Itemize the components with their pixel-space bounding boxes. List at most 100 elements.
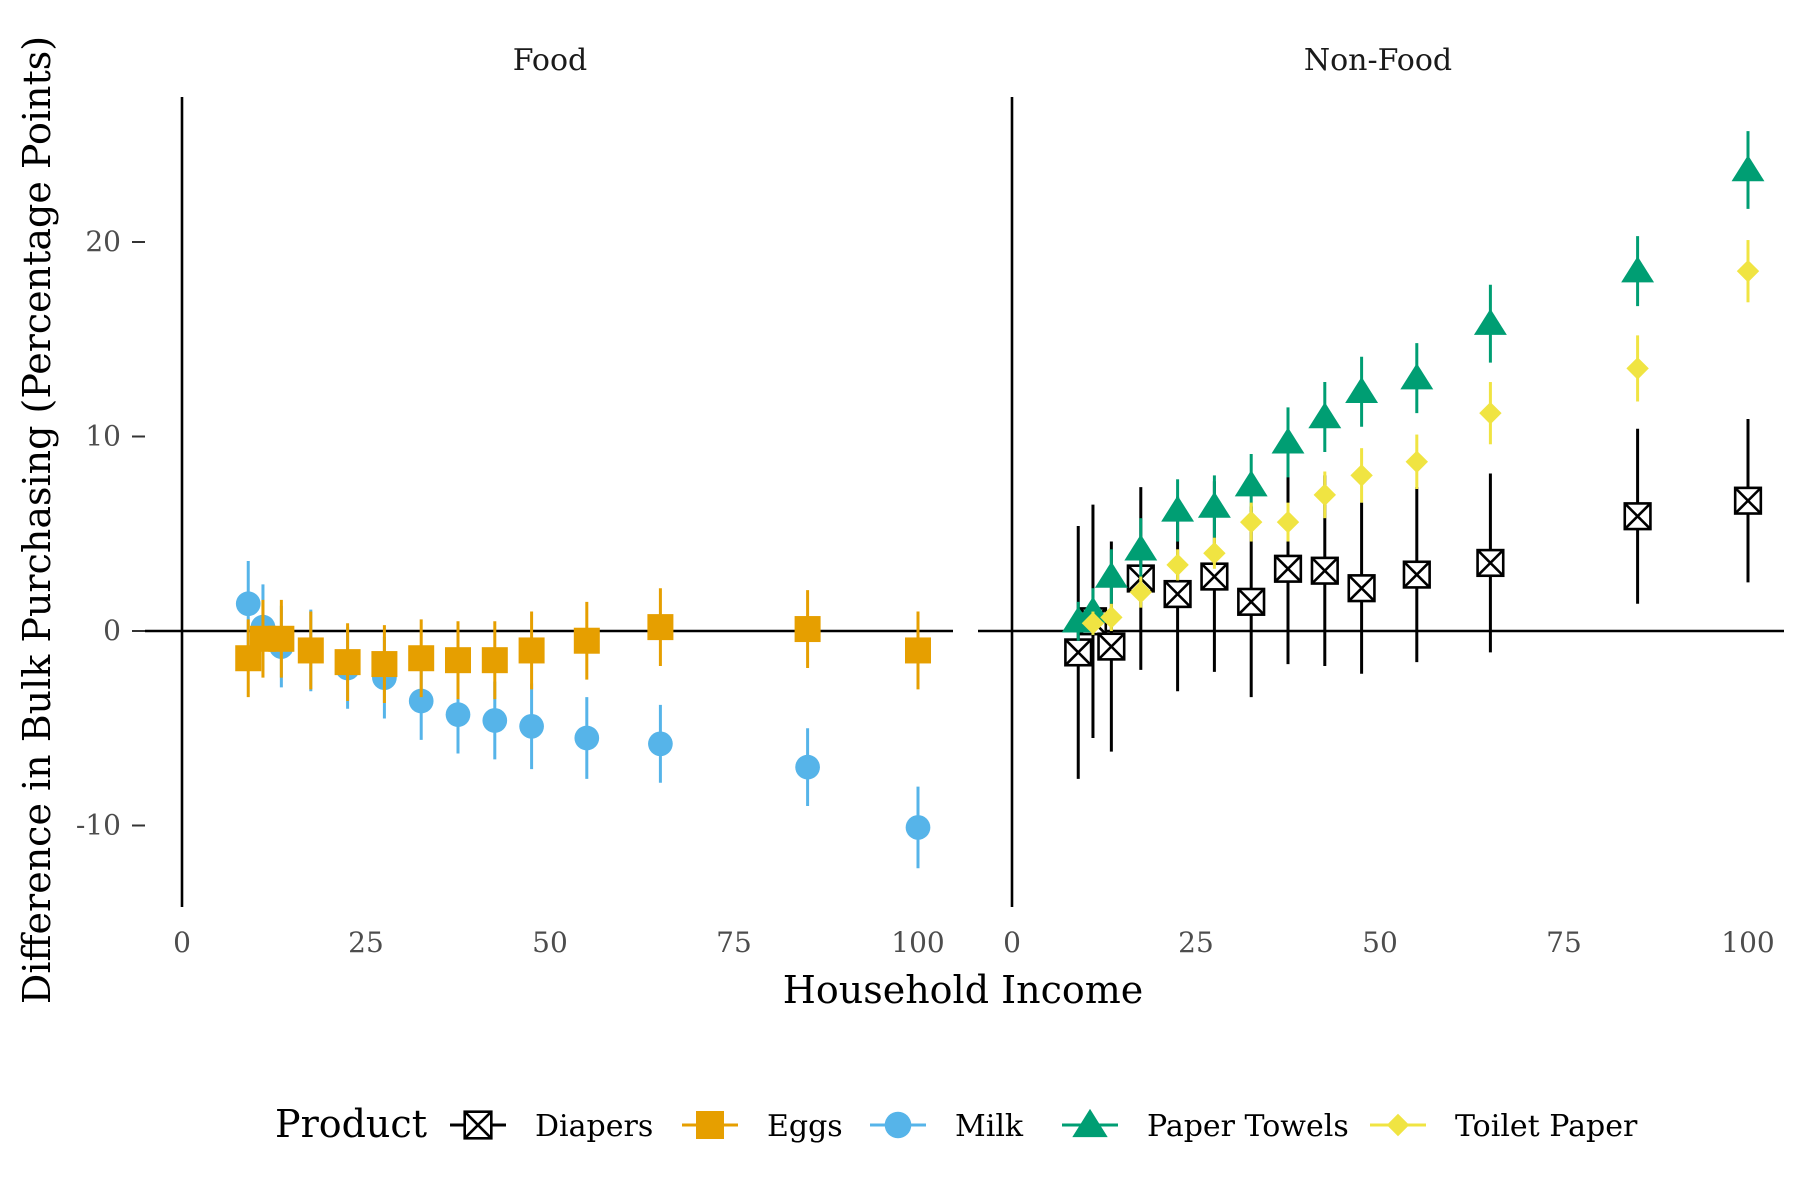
paper-towels-point: [1076, 596, 1110, 623]
milk-point: [482, 708, 508, 733]
x-axis-title: Household Income: [783, 968, 1144, 1012]
legend-item-milk: Milk: [870, 1109, 1024, 1144]
paper-towels-point: [1473, 308, 1507, 335]
panel-nonfood: Non-Food 0 25 50 75 100: [978, 43, 1784, 959]
y-tick-label: 20: [85, 225, 121, 258]
panel-food: Food 0 25 50 75 100: [145, 43, 953, 959]
eggs-point: [445, 647, 471, 674]
diapers-point: [1623, 502, 1652, 531]
diapers-point-cross-b: [1064, 638, 1092, 667]
eggs-point: [573, 627, 600, 654]
diapers-point: [1310, 556, 1339, 585]
legend-label-toilet-paper: Toilet Paper: [1455, 1109, 1638, 1144]
paper-towels-point: [1621, 256, 1655, 283]
legend: Product Diapers Eggs Milk Paper Towels Toile…: [275, 1102, 1638, 1146]
panel-food-marks: [235, 560, 931, 869]
legend-key-eggs-icon: [696, 1111, 724, 1139]
paper-towels-point: [1124, 534, 1158, 561]
toilet-paper-point: [1479, 401, 1502, 425]
toilet-paper-point: [1240, 510, 1263, 534]
toilet-paper-point: [1736, 259, 1760, 283]
paper-towels-point: [1271, 427, 1305, 454]
toilet-paper-point: [1129, 580, 1152, 604]
paper-towels-point: [1161, 495, 1195, 522]
paper-towels-point: [1400, 363, 1434, 390]
legend-label-milk: Milk: [955, 1109, 1024, 1144]
y-tick-label: -10: [76, 809, 121, 842]
legend-item-toilet-paper: Toilet Paper: [1370, 1109, 1638, 1144]
panel-food-axes: 0 25 50 75 100: [145, 97, 953, 959]
paper-towels-point: [1094, 561, 1128, 588]
diapers-point-cross-b: [1734, 486, 1762, 515]
diapers-point: [1163, 579, 1192, 609]
eggs-point: [371, 651, 398, 678]
milk-point: [905, 815, 931, 840]
panel-nonfood-axes: 0 25 50 75 100: [978, 97, 1784, 959]
eggs-point: [334, 649, 361, 676]
diapers-point-cross-b: [1403, 560, 1431, 589]
diapers-point-cross-b: [1200, 562, 1229, 591]
diapers-point: [1097, 632, 1126, 661]
diapers-point-cross-b: [1623, 502, 1652, 530]
toilet-paper-point: [1203, 542, 1226, 565]
x-tick-label: 0: [1003, 926, 1021, 959]
eggs-point: [408, 645, 435, 672]
milk-point: [574, 725, 600, 751]
legend-title: Product: [275, 1102, 427, 1146]
milk-point: [795, 754, 820, 780]
y-axis-ticks: -10 0 10 20: [76, 225, 145, 842]
x-tick-label: 100: [1721, 926, 1774, 959]
diapers-point: [1402, 560, 1431, 589]
eggs-point: [297, 637, 324, 664]
diapers-point: [1476, 548, 1505, 578]
diapers-point: [1064, 638, 1093, 667]
milk-point: [648, 731, 673, 757]
diapers-point: [1347, 574, 1376, 603]
x-tick-label: 0: [173, 926, 191, 959]
diapers-point-cross-b: [1097, 632, 1126, 661]
facet-title-food: Food: [513, 43, 588, 78]
milk-point: [519, 713, 544, 739]
paper-towels-point: [1234, 470, 1268, 497]
diapers-point-cross-b: [1274, 555, 1302, 583]
y-tick-label: 0: [103, 614, 121, 647]
diapers-point-cross-b: [1163, 580, 1192, 608]
eggs-point: [905, 637, 931, 664]
x-tick-label: 25: [348, 926, 384, 959]
eggs-point: [647, 614, 674, 641]
toilet-paper-point: [1276, 510, 1300, 534]
legend-key-toilet-paper-icon: [1386, 1113, 1410, 1137]
diapers-point-cross-b: [1237, 588, 1265, 616]
eggs-point: [481, 647, 508, 674]
legend-key-milk-icon: [884, 1111, 912, 1139]
toilet-paper-point: [1081, 612, 1105, 635]
y-axis-title: Difference in Bulk Purchasing (Percentag…: [15, 36, 59, 1004]
diapers-point: [1733, 486, 1763, 515]
paper-towels-point: [1731, 155, 1765, 182]
diapers-point: [1273, 554, 1303, 583]
diapers-point: [1237, 587, 1266, 616]
facet-title-nonfood: Non-Food: [1304, 43, 1452, 78]
toilet-paper-point: [1626, 357, 1649, 380]
eggs-point: [794, 616, 821, 643]
toilet-paper-point: [1166, 553, 1189, 577]
toilet-paper-point: [1350, 464, 1373, 487]
legend-label-paper-towels: Paper Towels: [1147, 1109, 1349, 1144]
y-tick-label: 10: [85, 420, 121, 453]
x-tick-label: 75: [716, 926, 752, 959]
paper-towels-point: [1197, 491, 1231, 518]
legend-key-diapers-icon-cross-b: [463, 1110, 493, 1140]
x-tick-label: 50: [1362, 926, 1398, 959]
legend-item-paper-towels: Paper Towels: [1062, 1108, 1349, 1144]
toilet-paper-point: [1313, 483, 1336, 507]
paper-towels-point: [1345, 376, 1379, 403]
legend-label-eggs: Eggs: [767, 1109, 843, 1144]
legend-key-paper-towels-icon: [1072, 1108, 1108, 1138]
paper-towels-point: [1308, 402, 1342, 429]
legend-item-diapers: Diapers: [450, 1109, 653, 1144]
legend-label-diapers: Diapers: [535, 1109, 653, 1144]
diapers-point-cross-b: [1476, 549, 1505, 577]
milk-point: [445, 702, 471, 727]
eggs-point: [268, 625, 295, 652]
